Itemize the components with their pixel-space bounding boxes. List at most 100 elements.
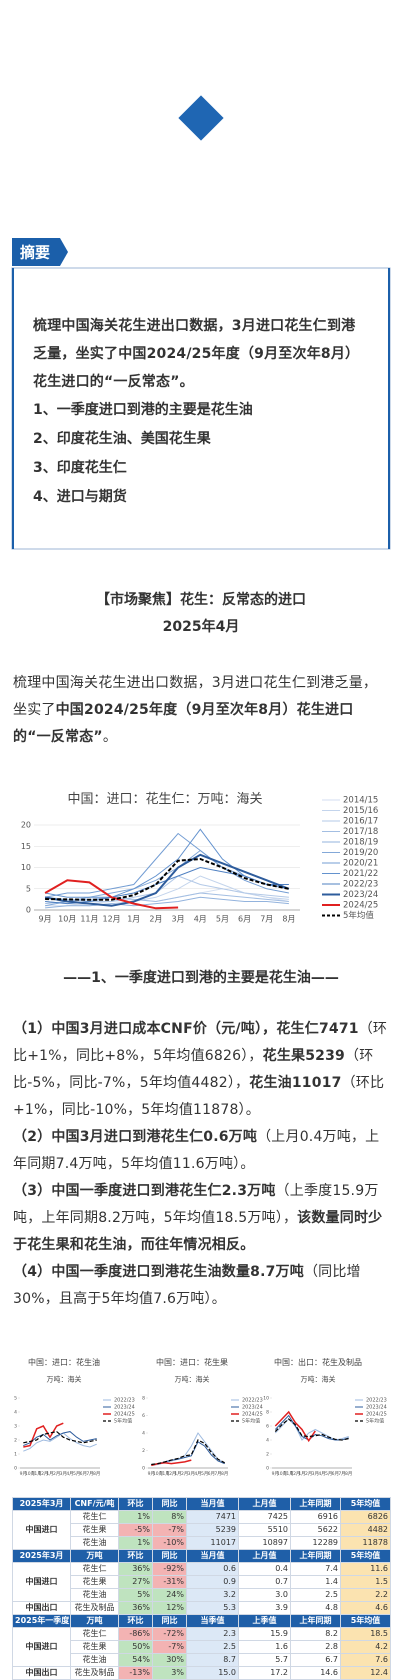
- chart-title: 中国：进口：花生仁：万吨：海关: [67, 791, 262, 806]
- x-tick-label: 7月: [338, 1471, 345, 1477]
- legend-label: 2020/21: [343, 859, 378, 869]
- x-tick-label: 1月: [174, 1471, 181, 1477]
- data-row: 花生油 1% -10% 11017 10897 12289 11878: [13, 1536, 391, 1550]
- cell: 2.3: [186, 1627, 239, 1641]
- legend-label: 2022/23: [242, 1398, 263, 1404]
- cell: -31%: [152, 1575, 187, 1589]
- legend-label: 2014/15: [343, 796, 378, 806]
- header-cell: 同比: [152, 1497, 187, 1511]
- data-row: 花生果 50% -7% 2.5 1.6 2.8 4.2: [13, 1640, 391, 1654]
- header-cell: 当季值: [186, 1614, 239, 1628]
- abstract-item: 2、印度花生油、美国花生果: [33, 431, 211, 447]
- cell: 12.4: [340, 1666, 391, 1680]
- y-tick-label: 0: [266, 1466, 269, 1472]
- text-run: （1）中国3月进口成本CNF价（元/吨），花生仁7471: [13, 1021, 359, 1037]
- paragraph: （4）中国一季度进口到港花生油数量8.7万吨（同比增30%，且高于5年均值7.6…: [13, 1259, 389, 1313]
- x-tick-label: 12月: [102, 915, 120, 924]
- cell: 2.8: [290, 1640, 341, 1654]
- x-tick-label: 7月: [86, 1471, 93, 1477]
- cell: 12289: [290, 1536, 341, 1550]
- y-tick-label: 2: [14, 1438, 17, 1444]
- cell: 0.6: [186, 1562, 239, 1576]
- cell: -5%: [118, 1523, 153, 1537]
- series-line: [45, 896, 289, 909]
- chart-title: 中国：出口：花生及制品: [274, 1357, 362, 1367]
- text-run: （环比+1%，同比-10%，5年均值11878）。: [13, 1075, 385, 1118]
- cell: 4482: [340, 1523, 391, 1537]
- x-tick-label: 2月: [53, 1471, 60, 1477]
- x-tick-label: 11月: [80, 915, 98, 924]
- x-tick-label: 8月: [282, 915, 295, 924]
- section-title: ——1、一季度进口到港的主要是花生油——: [63, 969, 339, 986]
- x-tick-label: 8月: [221, 1471, 228, 1477]
- cell: 11.6: [340, 1562, 391, 1576]
- series-line: [45, 892, 289, 905]
- cell: 1.5: [340, 1575, 391, 1589]
- cell: 0.4: [238, 1562, 291, 1576]
- y-tick-label: 6: [266, 1424, 269, 1430]
- text-run: 花生果5239: [262, 1048, 345, 1064]
- cell: 花生果: [70, 1575, 119, 1589]
- header-cell: 5年均值: [340, 1614, 391, 1628]
- header-row: 2025年一季度 万吨 环比 同比 当季值 上季值 上年同期 5年均值: [12, 1614, 391, 1628]
- y-tick-label: 4: [266, 1438, 269, 1444]
- series-line: [23, 1422, 64, 1448]
- y-tick-label: 0: [142, 1466, 145, 1472]
- series-line: [45, 828, 289, 898]
- y-tick-label: 0: [14, 1466, 17, 1472]
- header-cell: 上月值: [238, 1497, 291, 1511]
- data-row: 中国进口 花生仁 1% 8% 7471 7425 6916 6826: [12, 1510, 391, 1550]
- group-cell: 中国进口: [12, 1510, 71, 1550]
- series-line: [23, 1430, 97, 1444]
- legend-label: 2015/16: [343, 806, 378, 816]
- cell: 3.2: [186, 1588, 239, 1602]
- group-cell: 中国进口: [12, 1562, 71, 1602]
- y-tick-label: 8: [142, 1396, 145, 1402]
- legend-label: 2024/25: [114, 1412, 135, 1418]
- header-cell: 环比: [118, 1497, 153, 1511]
- abstract-item: 1、一季度进口到港的主要是花生油: [33, 402, 253, 418]
- cell: 2.5: [186, 1640, 239, 1654]
- x-tick-label: 7月: [260, 915, 273, 924]
- cell: 花生仁: [70, 1627, 119, 1641]
- header-cell: 5年均值: [340, 1497, 391, 1511]
- cell: 4.6: [340, 1601, 391, 1615]
- text-run: （3）中国一季度进口到港花生仁2.3万吨: [13, 1183, 276, 1199]
- x-tick-label: 8月: [345, 1471, 352, 1477]
- header-cell: 同比: [152, 1549, 187, 1563]
- cell: 30%: [152, 1653, 187, 1667]
- cell: 花生果: [70, 1640, 119, 1654]
- header-cell: 上年同期: [290, 1549, 341, 1563]
- items: 1、一季度进口到港的主要是花生油 2、印度花生油、美国花生果 3、印度花生仁 4、进口…: [33, 396, 369, 512]
- cell: 花生油: [70, 1588, 119, 1602]
- cell: 11017: [186, 1536, 239, 1550]
- intro: 梳理中国海关花生进出口数据，3月进口花生仁到港乏量，坐实了中国2024/25年度…: [33, 318, 360, 390]
- cell: 1.4: [290, 1575, 341, 1589]
- cell: 14.6: [290, 1666, 341, 1680]
- text-run: （2）中国3月进口到港花生仁0.6万吨: [13, 1129, 258, 1145]
- header-cell: 当月值: [186, 1549, 239, 1563]
- cell: 1%: [118, 1536, 153, 1550]
- legend-label: 5年均值: [242, 1418, 260, 1425]
- data-row: 花生油 54% 30% 8.7 5.7 6.7 7.6: [13, 1653, 391, 1667]
- cell: 花生仁: [70, 1510, 119, 1524]
- cell: 36%: [118, 1562, 153, 1576]
- x-tick-label: 9月: [39, 915, 52, 924]
- data-row: 中国进口 花生仁 -86% -72% 2.3 15.9 8.2 18.5: [12, 1627, 391, 1667]
- header-row: 2025年3月 万吨 环比 同比 当月值 上月值 上年同期 5年均值: [12, 1549, 391, 1563]
- y-tick-label: 10: [263, 1396, 269, 1402]
- x-tick-label: 12月: [38, 1471, 48, 1477]
- header-cell: 上季值: [238, 1614, 291, 1628]
- x-tick-label: 6月: [208, 1471, 215, 1477]
- y-tick-label: 2: [266, 1452, 269, 1458]
- cell: 花生果: [70, 1523, 119, 1537]
- legend-label: 2023/24: [242, 1405, 263, 1411]
- header-cell: 环比: [118, 1614, 153, 1628]
- x-tick-label: 6月: [80, 1471, 87, 1477]
- x-tick-label: 9月: [148, 1471, 155, 1477]
- text-run: （环比+1%，同比+8%，5年均值6826），: [13, 1021, 388, 1064]
- y-tick-label: 3: [14, 1424, 17, 1430]
- x-tick-label: 2月: [149, 915, 162, 924]
- cell: 1.6: [238, 1640, 291, 1654]
